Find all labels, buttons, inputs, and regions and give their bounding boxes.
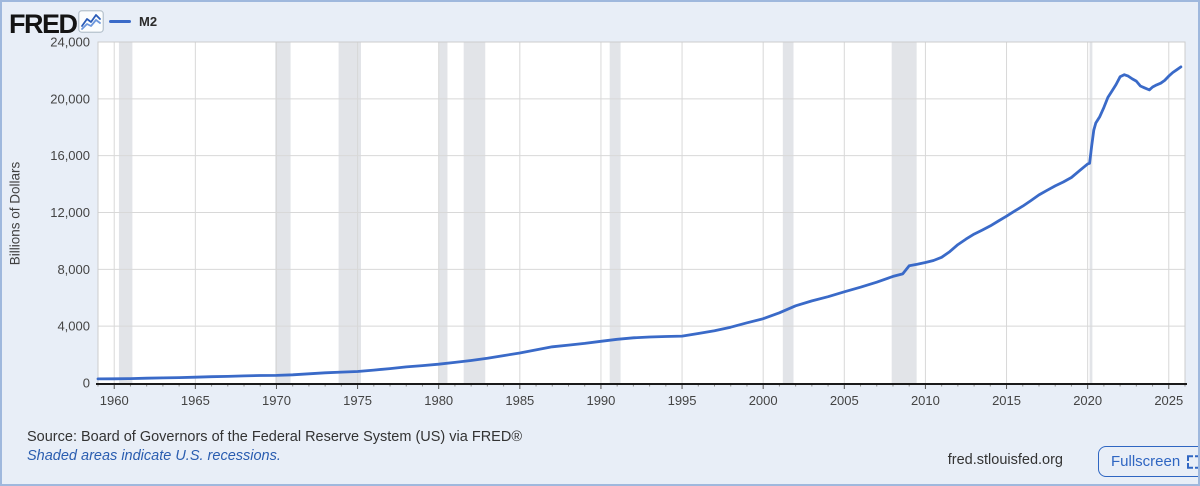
fullscreen-button[interactable]: Fullscreen [1098,446,1198,477]
y-tick-label: 8,000 [57,262,90,277]
x-tick-label: 2005 [830,393,859,408]
chart-plot-area[interactable]: 0 4,000 8,000 12,000 16,000 20,000 24,000 1960 1… [2,2,1200,422]
fullscreen-button-label: Fullscreen [1111,453,1181,470]
source-text: Source: Board of Governors of the Federa… [27,429,523,445]
legend-line-swatch [109,19,131,24]
y-tick-label: 16,000 [50,148,90,163]
fred-logo-text: FRED [9,9,78,39]
x-tick-label: 2010 [911,393,940,408]
legend-series-label: M2 [139,14,158,29]
fred-logo-chart-icon [78,10,104,33]
fred-logo: FRED [9,9,82,40]
x-tick-label: 1965 [181,393,210,408]
series-line-m2 [96,65,1183,381]
recession-note-link[interactable]: Shaded areas indicate U.S. recessions. [27,448,281,464]
y-tick-label: 4,000 [57,319,90,334]
x-tick-label: 1970 [262,393,291,408]
y-tick-label: 20,000 [50,91,90,106]
y-tick-label: 12,000 [50,205,90,220]
plot-border [97,41,1186,383]
x-tick-label: 2000 [749,393,778,408]
x-tick-label: 1985 [505,393,534,408]
x-tick-label: 1980 [424,393,453,408]
fullscreen-expand-icon [1187,454,1198,469]
y-tick-label: 24,000 [50,35,90,50]
x-tick-label: 2025 [1154,393,1183,408]
x-tick-label: 1990 [586,393,615,408]
x-tick-label: 1960 [100,393,129,408]
y-tick-label: 0 [83,376,90,391]
x-tick-label: 2015 [992,393,1021,408]
legend[interactable]: M2 [109,14,157,29]
y-axis-title: Billions of Dollars [7,161,23,266]
x-tick-label: 1995 [668,393,697,408]
x-tick-label: 1975 [343,393,372,408]
x-tick-label: 2020 [1073,393,1102,408]
site-label: fred.stlouisfed.org [947,452,1063,468]
